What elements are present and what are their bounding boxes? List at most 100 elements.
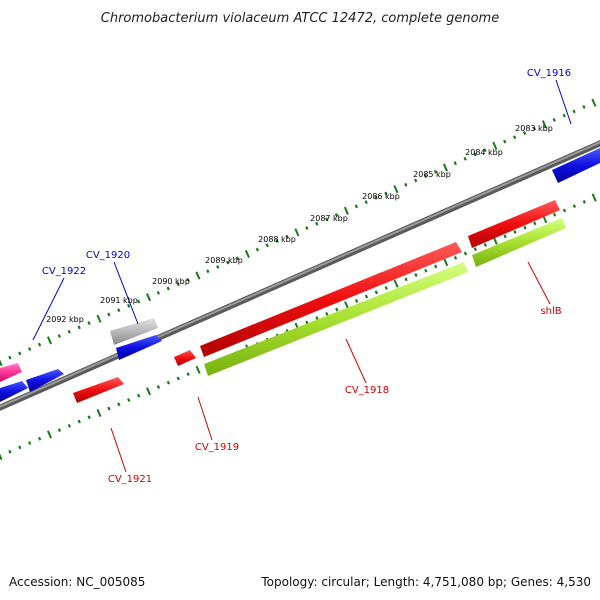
outer-scale-tick (195, 271, 201, 280)
outer-scale-tick (423, 174, 428, 179)
outer-scale-tick (453, 161, 457, 166)
callout-lines (32, 79, 572, 473)
gene-green-short[interactable] (472, 218, 566, 267)
label-cv1919[interactable]: CV_1919 (195, 442, 239, 453)
inner-scale-tick (117, 402, 121, 407)
outer-scale-tick (87, 321, 91, 326)
inner-scale-tick (354, 298, 359, 303)
inner-scale-tick (364, 294, 369, 299)
outer-scale-tick (483, 148, 487, 153)
inner-scale-tick (453, 255, 458, 260)
gene-cv1916-arrow[interactable] (552, 148, 600, 183)
inner-scale-tick (57, 428, 62, 433)
inner-scale-tick (434, 264, 438, 269)
outer-scale-tick (145, 293, 152, 302)
inner-scale-tick (414, 273, 418, 277)
inner-scale-tick (136, 393, 141, 398)
label-cv1916[interactable]: CV_1916 (527, 68, 571, 79)
gene-shlb-arrow[interactable] (468, 200, 560, 248)
gene-cv1919-arrow[interactable] (174, 350, 196, 366)
outer-scale-tick (541, 120, 547, 129)
outer-scale-tick (414, 178, 418, 183)
gene-pink-arrow[interactable] (0, 363, 22, 382)
gene-blue-left-arrow[interactable] (0, 381, 28, 402)
inner-scale-tick (28, 441, 32, 445)
gene-grey-arrow[interactable] (110, 318, 158, 345)
outer-scale-tick (552, 118, 556, 122)
outer-scale-tick (591, 98, 597, 107)
inner-scale-tick (443, 258, 449, 267)
outer-scale-tick (107, 312, 111, 317)
inner-scale-tick (503, 234, 507, 239)
outer-scale-tick (225, 260, 230, 265)
outer-scale-tick (503, 139, 507, 144)
gene-cv1922-arrow[interactable] (26, 369, 64, 392)
map-title: Chromobacterium violaceum ATCC 12472, co… (101, 11, 499, 26)
inner-scale-tick (37, 436, 42, 441)
inner-scale-tick (374, 290, 379, 295)
kbp-label: 2087 kbp (310, 214, 348, 223)
outer-scale-tick (244, 249, 250, 259)
inner-scale-tick (195, 365, 201, 374)
kbp-label: 2092 kbp (46, 315, 84, 324)
kbp-label: 2086 kbp (362, 192, 400, 201)
inner-scale-tick (146, 387, 152, 396)
outer-scale-tick (136, 299, 141, 304)
outer-scale-tick (315, 221, 319, 226)
outer-scale-tick (206, 269, 210, 274)
label-cv1920[interactable]: CV_1920 (86, 250, 130, 261)
inner-scale-tick (8, 449, 12, 454)
gene-cv1920-arrow[interactable] (116, 335, 162, 360)
inner-scale-tick (335, 307, 339, 312)
gene-cv1918-arrow[interactable] (200, 242, 462, 357)
outer-scale-tick (433, 169, 438, 174)
inner-scale-tick (463, 251, 468, 256)
inner-scale-tick (473, 247, 478, 252)
outer-scale-tick (512, 135, 517, 140)
inner-scale-tick (325, 311, 329, 316)
accession-text: Accession: NC_005085 (9, 575, 145, 589)
kbp-label: 2090 kbp (152, 277, 190, 286)
outer-scale-tick (96, 314, 102, 323)
kbp-label: 2089 kbp (205, 256, 243, 265)
kbp-labels: 2083 kbp 2084 kbp 2085 kbp 2086 kbp 2087 kbp… (46, 124, 553, 324)
kbp-label: 2091 kbp (100, 296, 138, 305)
outer-scale-tick (28, 347, 32, 351)
outer-scale-tick (562, 113, 566, 118)
outer-scale-tick (354, 204, 359, 209)
inner-scale-tick (393, 279, 399, 288)
outer-scale-tick (572, 109, 576, 114)
inner-scale-tick (67, 423, 72, 428)
inner-scale-tick (582, 199, 586, 204)
gene-green-long[interactable] (204, 262, 468, 376)
outer-scale-tick (285, 234, 289, 239)
outer-scale-tick (374, 195, 378, 200)
outer-scale-tick (582, 105, 586, 109)
gene-cv1921-arrow[interactable] (73, 377, 124, 403)
outer-scale-tick (0, 359, 3, 367)
kbp-label: 2088 kbp (258, 235, 296, 244)
outer-scale-tick (334, 213, 339, 217)
outer-scale-tick (117, 308, 121, 313)
inner-scale-tick (552, 212, 557, 217)
outer-scale-tick (77, 325, 81, 330)
label-cv1918[interactable]: CV_1918 (345, 385, 389, 396)
inner-scale-tick (305, 320, 309, 325)
outer-scale-tick (393, 185, 399, 194)
inner-scale-tick (186, 372, 190, 377)
label-shlb[interactable]: shlB (540, 306, 561, 317)
outer-scale-tick (473, 152, 477, 157)
outer-scale-tick (492, 141, 498, 150)
label-cv1922[interactable]: CV_1922 (42, 266, 86, 277)
label-cv1921[interactable]: CV_1921 (108, 474, 152, 485)
outer-scale-tick (265, 243, 269, 248)
genome-summary-text: Topology: circular; Length: 4,751,080 bp… (260, 575, 591, 589)
outer-scale-tick (176, 282, 180, 287)
outer-scale-tick (384, 191, 388, 196)
inner-scale-tick (96, 408, 102, 418)
inner-scale-tick (572, 204, 577, 209)
outer-scale-tick (532, 126, 537, 131)
outer-scale-tick (305, 226, 309, 230)
outer-scale-tick (156, 290, 161, 295)
